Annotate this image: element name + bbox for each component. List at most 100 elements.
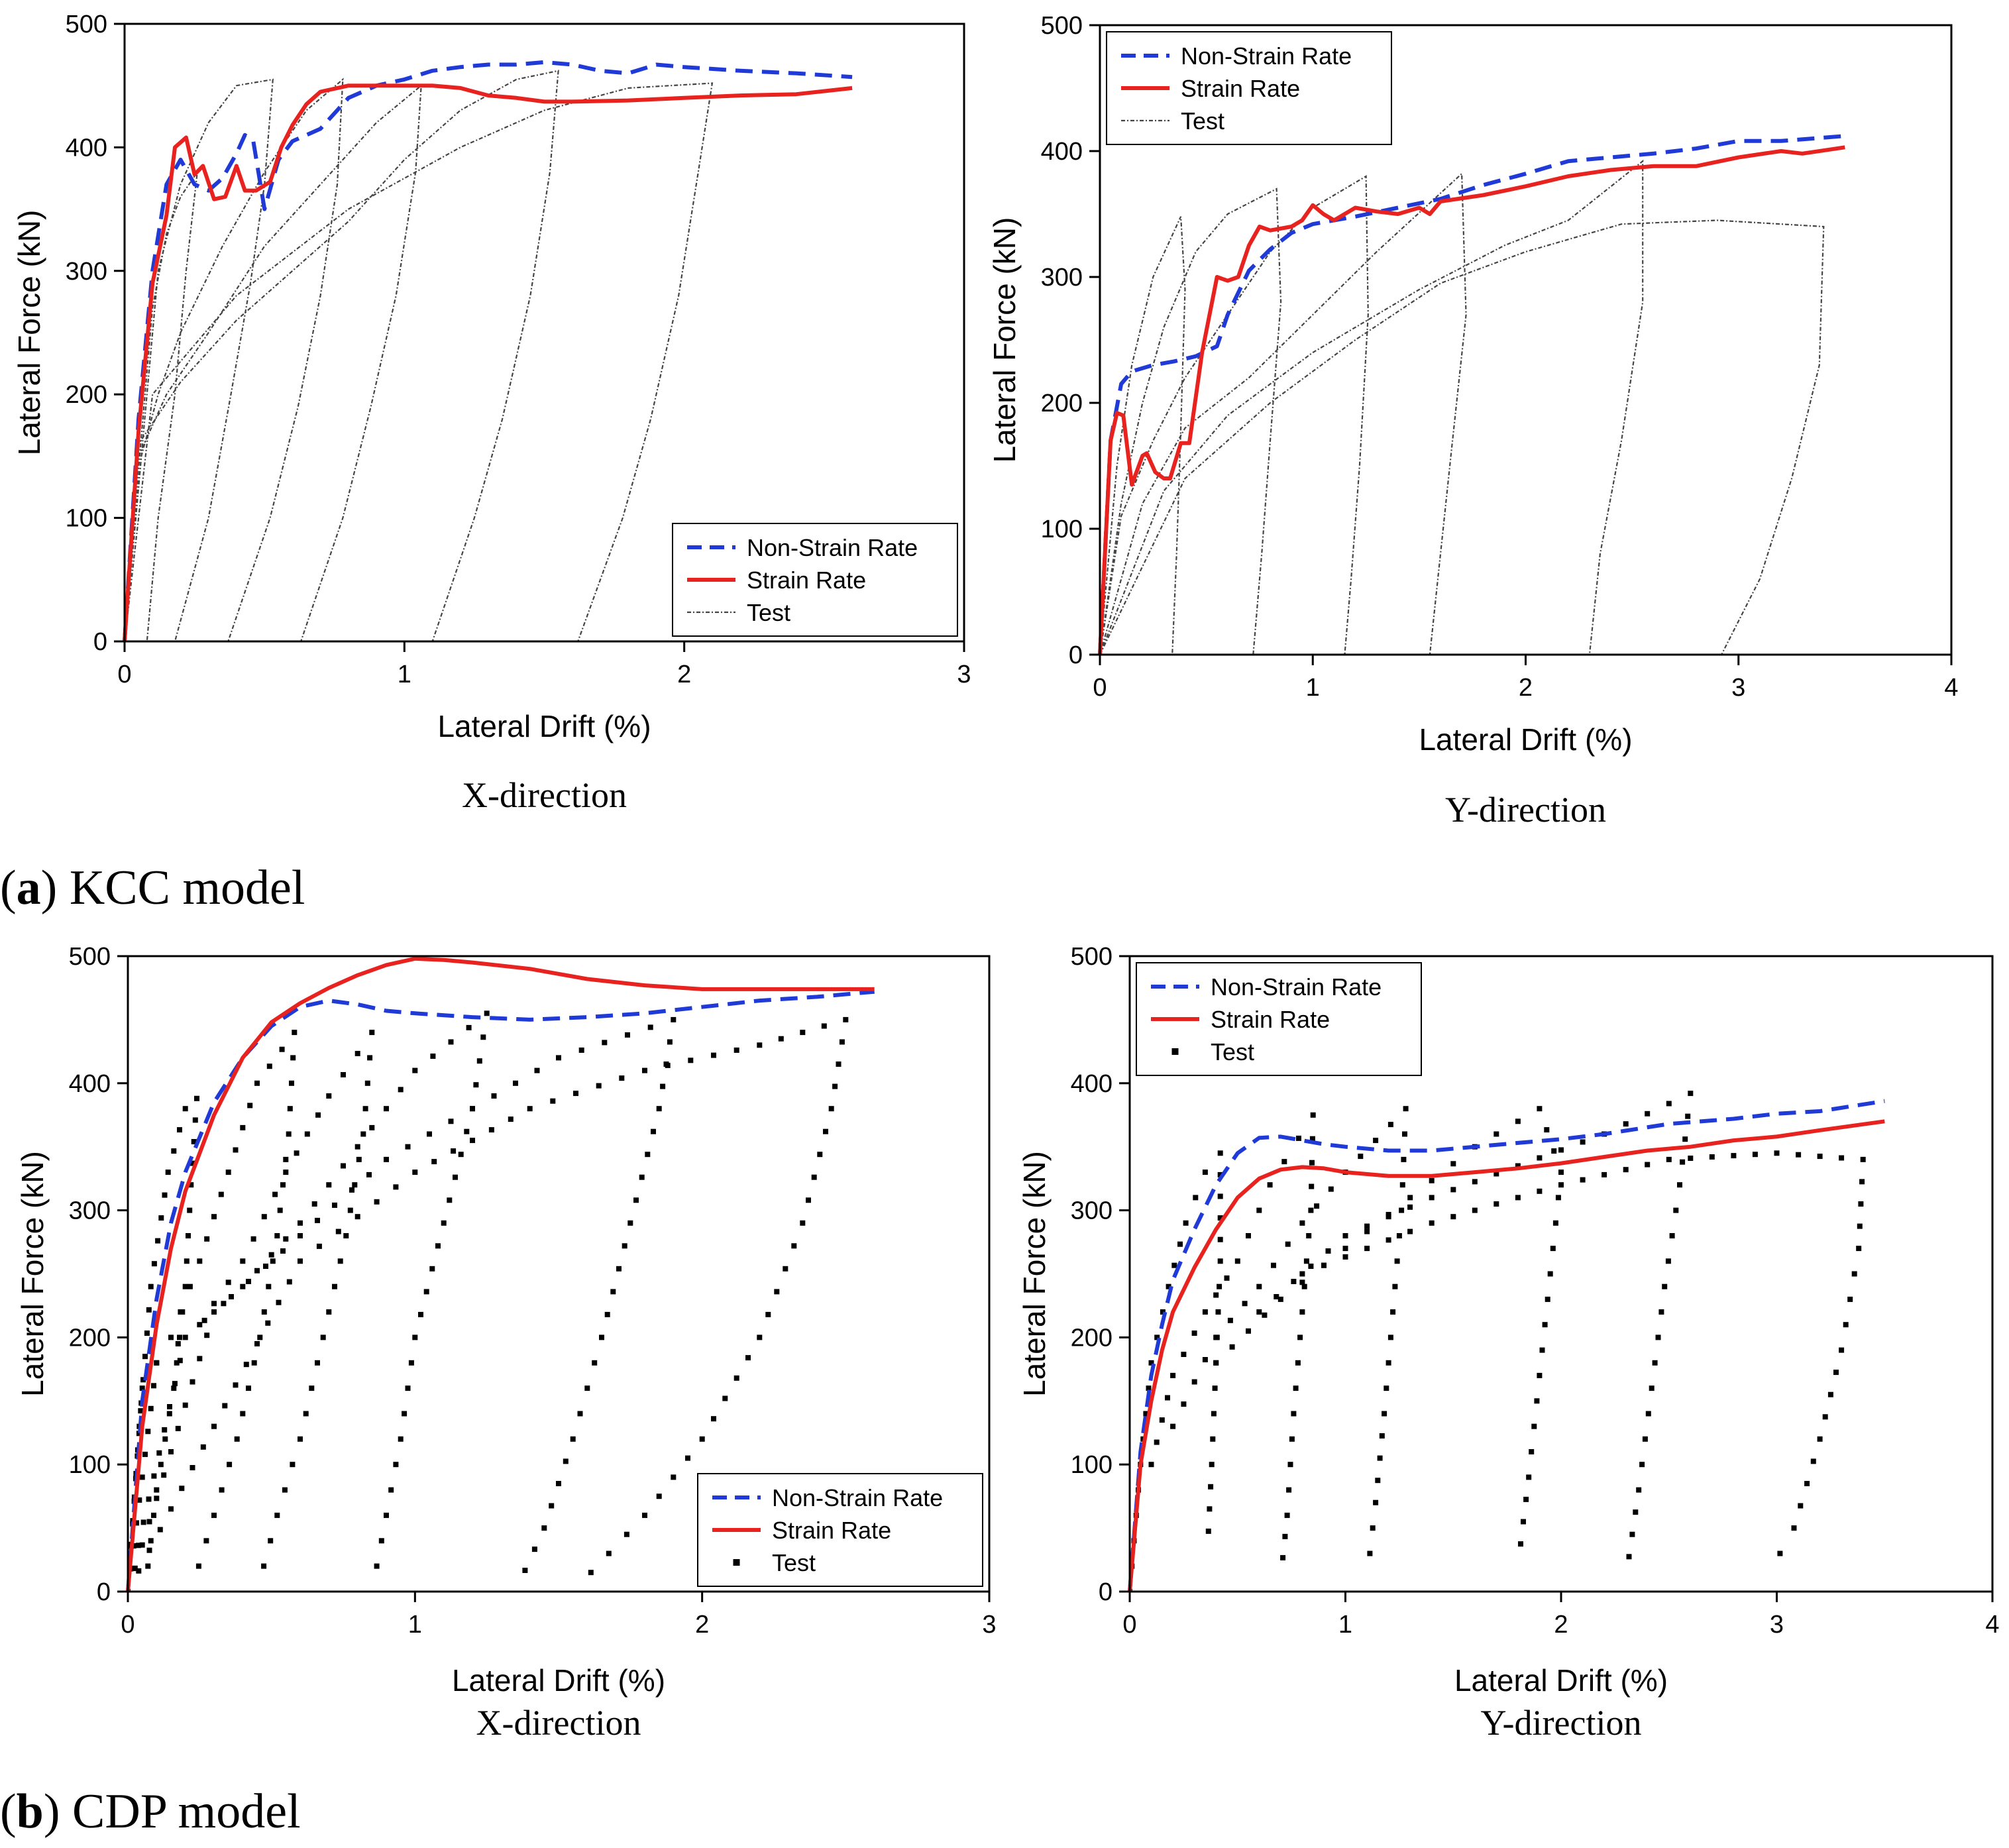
test-point <box>412 1334 418 1340</box>
test-point <box>182 1106 188 1112</box>
test-point <box>378 1538 384 1544</box>
y-tick-label: 400 <box>66 134 107 162</box>
test-point <box>733 1375 739 1381</box>
test-point <box>1633 1509 1639 1515</box>
test-point <box>246 1279 251 1284</box>
test-point <box>578 1047 584 1053</box>
test-point <box>272 1191 278 1197</box>
test-point <box>541 1525 547 1531</box>
test-point <box>821 1023 827 1029</box>
test-point <box>162 1436 168 1442</box>
x-axis-label: Lateral Drift (%) <box>1419 722 1632 757</box>
non-strain-rate-line <box>1128 1099 1885 1592</box>
test-point <box>1623 1121 1629 1127</box>
test-point <box>1665 1258 1671 1264</box>
test-point <box>1677 1182 1682 1188</box>
test-point <box>266 1063 272 1069</box>
test-point <box>1177 1241 1183 1247</box>
plot-frame <box>123 23 965 643</box>
test-point <box>828 1106 834 1112</box>
test-point <box>1170 1372 1176 1378</box>
strain-rate-line <box>1098 145 1845 655</box>
test-point <box>337 1258 343 1264</box>
test-point <box>356 1156 362 1162</box>
test-point <box>1537 1155 1543 1161</box>
test-point <box>1626 1554 1632 1560</box>
test-point <box>1373 1138 1379 1144</box>
test-point <box>1297 1334 1303 1340</box>
test-point <box>1385 1214 1391 1220</box>
test-point <box>642 1067 647 1073</box>
y-tick-label: 100 <box>66 505 107 533</box>
test-point <box>135 1543 141 1549</box>
test-loop-line <box>1100 159 1644 655</box>
test-point <box>263 1264 268 1269</box>
test-point <box>1407 1204 1413 1210</box>
test-point <box>139 1542 145 1548</box>
test-point <box>1209 1462 1215 1468</box>
test-point <box>240 1283 246 1289</box>
x-tick-label: 1 <box>1306 674 1320 702</box>
test-point <box>315 1360 320 1366</box>
test-point <box>435 1243 441 1249</box>
test-point <box>280 1248 286 1254</box>
legend: Non-Strain Rate Strain Rate Test <box>672 523 958 637</box>
test-point <box>430 1054 436 1059</box>
test-point <box>144 1331 150 1336</box>
test-point <box>315 1112 321 1118</box>
y-tick-label: 500 <box>1041 12 1083 40</box>
test-point <box>162 1427 168 1433</box>
test-point <box>186 1233 191 1238</box>
test-point <box>1658 1309 1664 1315</box>
test-point <box>398 1087 404 1093</box>
test-point <box>1342 1233 1348 1238</box>
test-point <box>151 1512 156 1518</box>
legend-label: Test <box>1181 107 1224 135</box>
test-point <box>619 1075 625 1081</box>
test-point <box>1857 1223 1863 1229</box>
x-axis-label: Lateral Drift (%) <box>1454 1663 1668 1698</box>
chart-kcc-y: 0 1 2 3 4 0 100 200 300 400 500 Lateral Drift (%) La… <box>987 12 1959 830</box>
test-point <box>476 1058 482 1064</box>
test-point <box>148 1283 154 1289</box>
test-point <box>175 1425 181 1431</box>
test-point <box>1529 1449 1535 1454</box>
test-point <box>1450 1214 1456 1220</box>
test-point <box>274 1233 280 1238</box>
test-point <box>418 1311 423 1317</box>
x-tick-label: 0 <box>1093 674 1107 702</box>
test-point <box>283 1169 289 1175</box>
test-point <box>191 1139 197 1144</box>
test-point <box>642 1512 647 1518</box>
test-point <box>292 1030 298 1036</box>
y-tick-label: 500 <box>66 11 107 38</box>
test-point <box>261 1309 267 1315</box>
test-point <box>1810 1458 1816 1464</box>
test-point <box>836 1061 842 1067</box>
test-point <box>1493 1171 1499 1177</box>
panel-a-caption: KCC model <box>57 861 305 915</box>
test-point <box>448 1039 454 1045</box>
panel-a-title: (a) KCC model <box>0 861 305 915</box>
test-point <box>145 1563 151 1569</box>
test-point <box>1662 1283 1668 1289</box>
test-point <box>211 1423 217 1429</box>
test-point <box>1166 1283 1171 1289</box>
test-point <box>283 1156 289 1162</box>
legend-label: Strain Rate <box>1181 75 1300 102</box>
test-point <box>1537 1372 1543 1378</box>
test-point <box>247 1103 253 1109</box>
test-point <box>1839 1347 1845 1353</box>
test-point <box>132 1565 138 1571</box>
test-point <box>1295 1360 1301 1366</box>
test-point <box>431 1159 437 1165</box>
test-point <box>1390 1309 1396 1315</box>
test-loop-line <box>125 83 422 641</box>
test-point <box>1652 1360 1658 1366</box>
test-point <box>556 1055 561 1061</box>
test-point <box>171 1386 177 1391</box>
test-point <box>423 1289 429 1295</box>
test-point <box>1682 1136 1688 1142</box>
test-point <box>168 1334 174 1340</box>
test-loop-line <box>125 172 198 641</box>
